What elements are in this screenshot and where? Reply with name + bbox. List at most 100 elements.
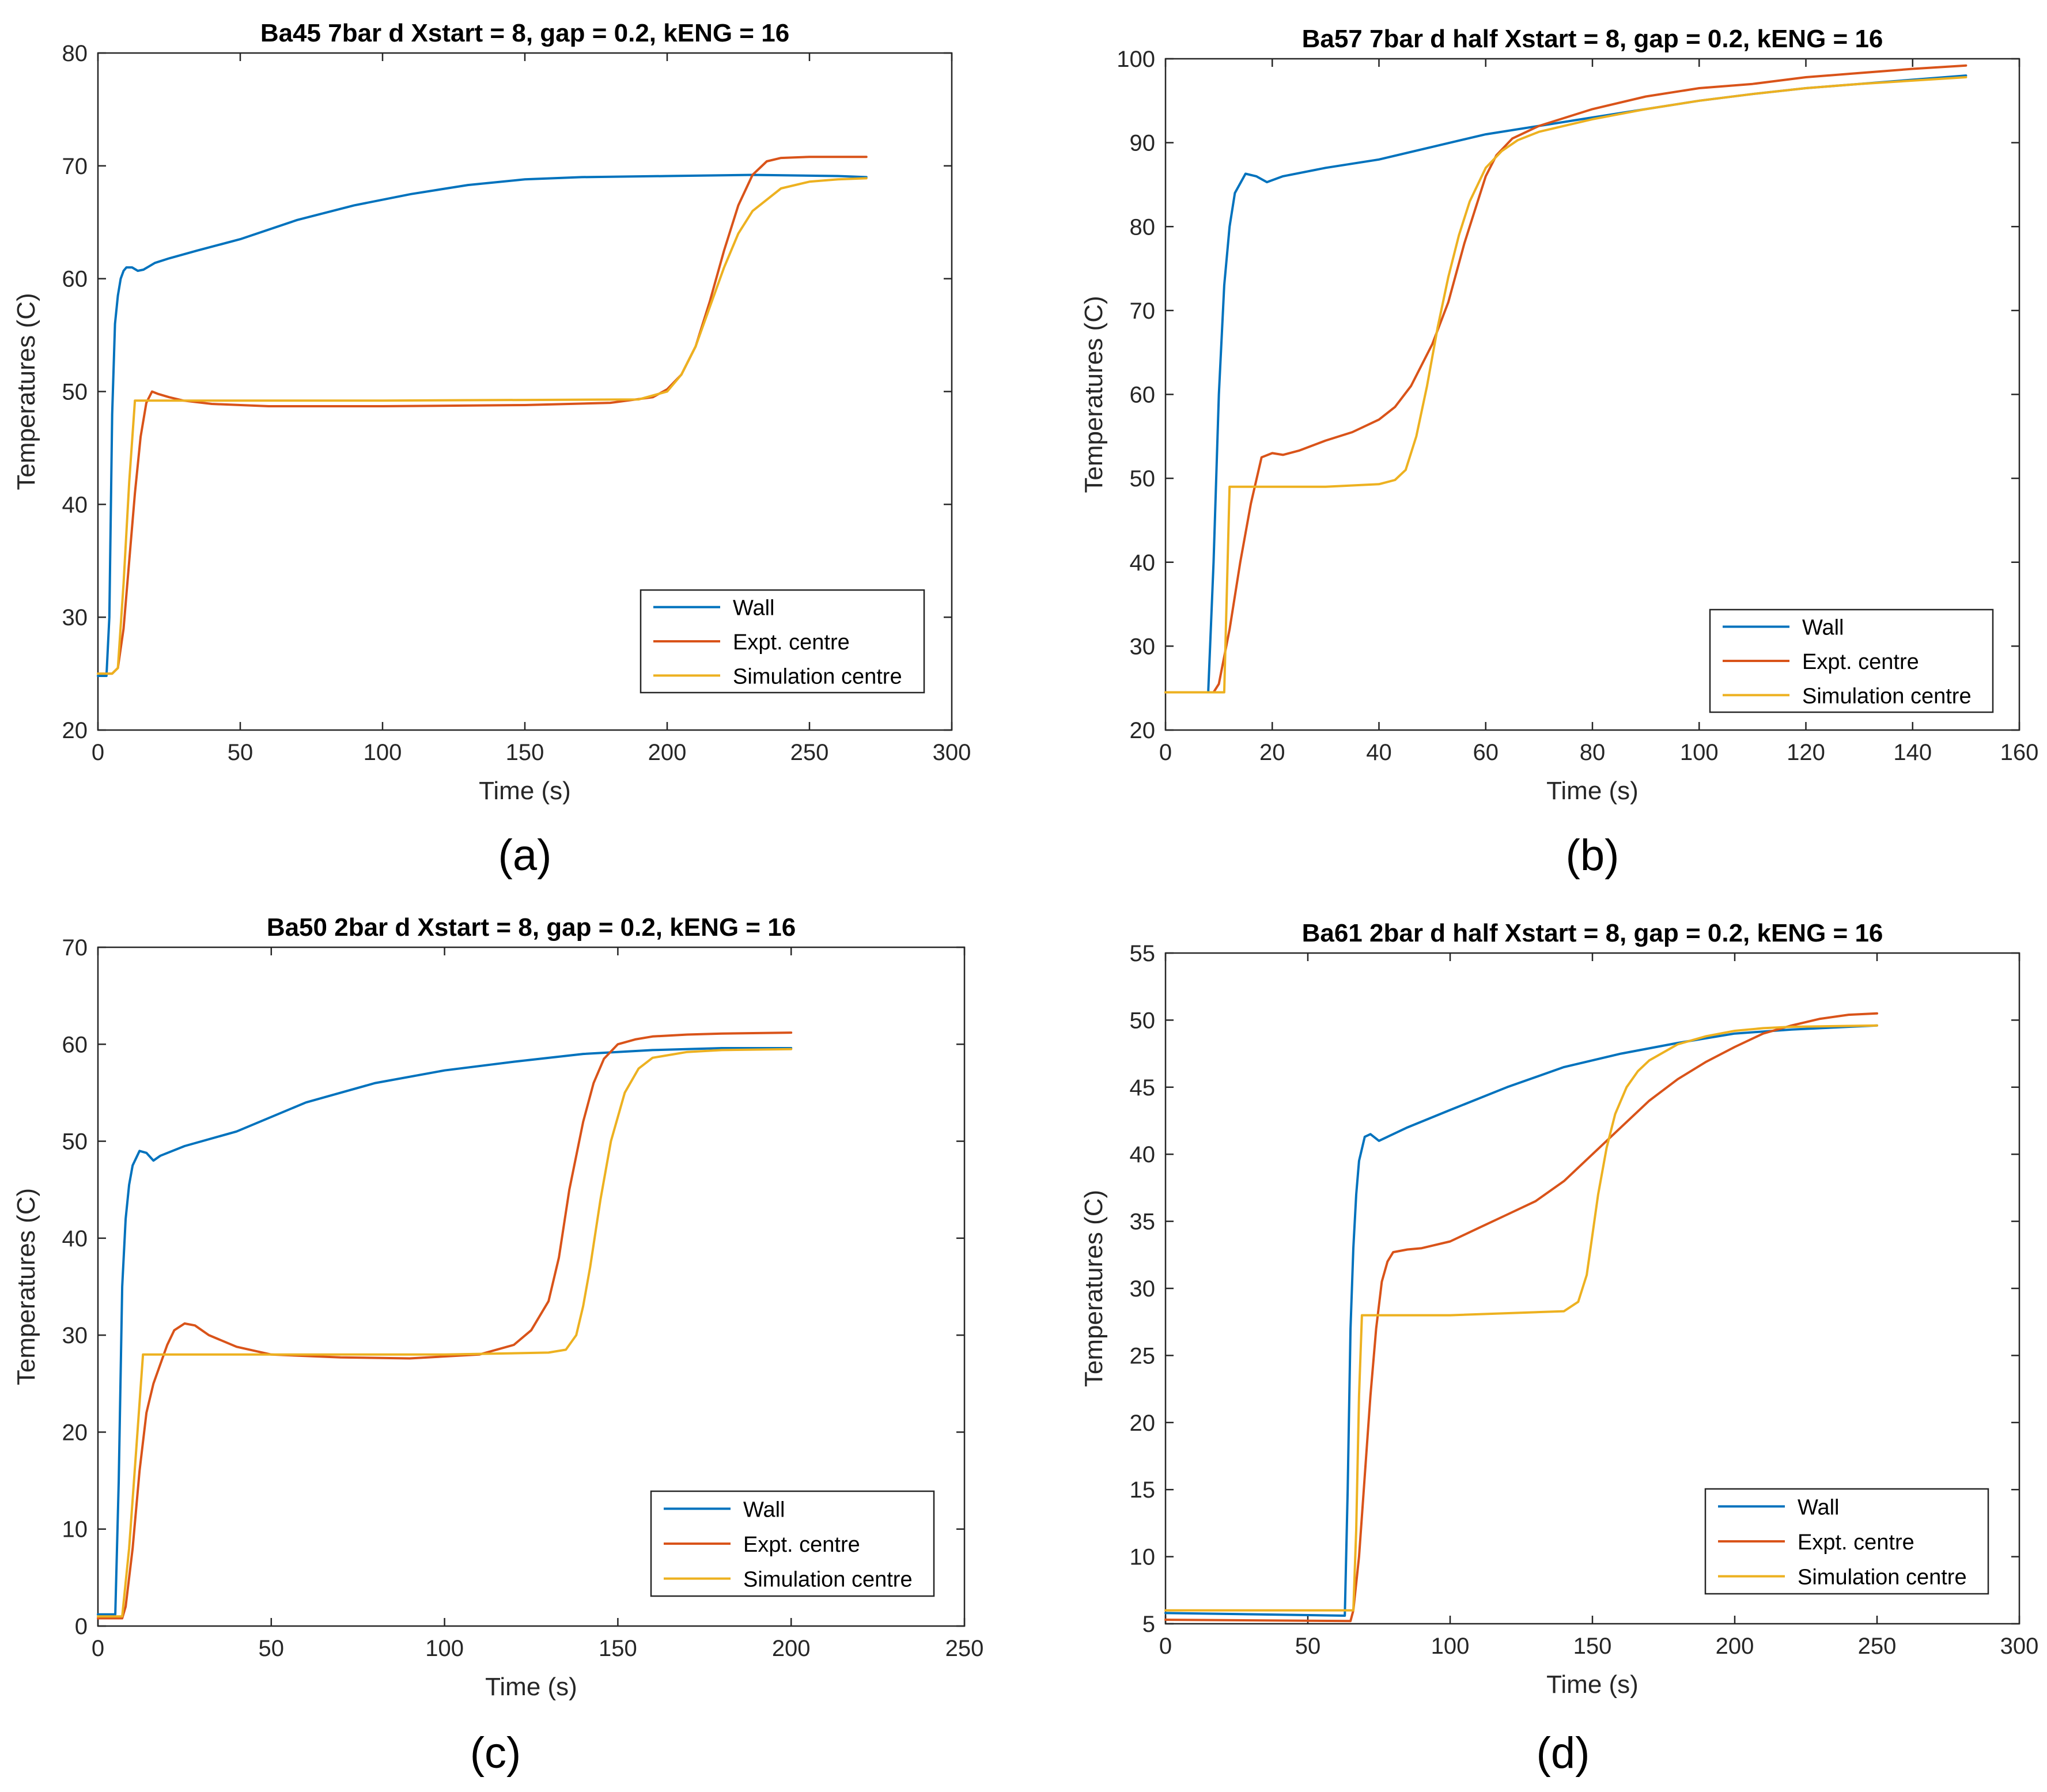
panel-label: (a) <box>498 831 552 880</box>
x-axis-label: Time (s) <box>479 777 571 805</box>
x-tick-label: 150 <box>599 1636 637 1661</box>
y-tick-label: 30 <box>62 605 88 630</box>
y-tick-label: 20 <box>1130 718 1156 743</box>
series-line-3 <box>1164 76 1967 694</box>
x-tick-label: 250 <box>790 740 829 765</box>
y-tick-label: 60 <box>1130 383 1156 408</box>
x-tick-label: 20 <box>1259 740 1285 765</box>
legend: Wall Expt. centre Simulation centre <box>1709 608 1994 713</box>
x-tick-label: 140 <box>1893 740 1932 765</box>
legend-label: Expt. centre <box>1802 650 1919 674</box>
legend-label: Wall <box>1798 1495 1839 1519</box>
x-tick-label: 300 <box>2000 1634 2039 1659</box>
series-line-2 <box>97 156 868 675</box>
y-tick-label: 90 <box>1130 131 1156 156</box>
x-tick-label: 150 <box>506 740 544 765</box>
y-axis-label: Temperatures (C) <box>1080 296 1108 493</box>
series-line-1 <box>97 1047 793 1616</box>
legend-label: Expt. centre <box>733 630 850 655</box>
chart-panel-3: 0 50 100 150 200 250 0 10 20 30 40 50 60 70 Ba50 2bar … <box>12 913 983 1778</box>
y-axis-label: Temperatures (C) <box>1080 1190 1108 1387</box>
x-tick-label: 200 <box>772 1636 811 1661</box>
legend: Wall Expt. centre Simulation centre <box>650 1490 935 1597</box>
y-tick-label: 80 <box>62 41 88 66</box>
chart-panel-1: 0 50 100 150 200 250 300 20 30 40 50 60 70 80 Ba45 7ba… <box>12 19 971 880</box>
y-tick-label: 40 <box>1130 550 1156 576</box>
y-axis-label: Temperatures (C) <box>12 1188 40 1385</box>
legend-label: Simulation centre <box>743 1568 913 1592</box>
panel-label: (c) <box>470 1729 521 1778</box>
y-tick-label: 45 <box>1130 1075 1156 1101</box>
x-tick-label: 40 <box>1366 740 1392 765</box>
series-line-1 <box>97 173 868 677</box>
x-tick-label: 160 <box>2000 740 2039 765</box>
chart-panel-2: 0 20 40 60 80 100 120 140 1602030405060708090100… <box>1080 25 2038 880</box>
y-tick-label: 100 <box>1117 47 1155 72</box>
x-axis-label: Time (s) <box>1546 777 1639 805</box>
x-tick-label: 100 <box>364 740 402 765</box>
legend: Wall Expt. centre Simulation centre <box>640 589 925 694</box>
x-tick-label: 250 <box>1858 1634 1897 1659</box>
series-line-2 <box>1164 1012 1878 1623</box>
y-tick-label: 55 <box>1130 941 1156 966</box>
y-tick-label: 40 <box>1130 1142 1156 1167</box>
legend-label: Wall <box>743 1498 785 1522</box>
y-tick-label: 60 <box>62 1032 88 1057</box>
x-tick-label: 50 <box>228 740 253 765</box>
legend-label: Wall <box>733 596 774 621</box>
series-line-1 <box>1164 1024 1878 1617</box>
y-tick-label: 70 <box>1130 298 1156 324</box>
panel-label: (b) <box>1566 831 1620 880</box>
chart-title: Ba50 2bar d Xstart = 8, gap = 0.2, kENG … <box>267 913 796 942</box>
y-axis-label: Temperatures (C) <box>12 293 40 490</box>
y-tick-label: 80 <box>1130 214 1156 240</box>
x-tick-label: 150 <box>1573 1634 1612 1659</box>
x-tick-label: 50 <box>1295 1634 1321 1659</box>
y-tick-label: 70 <box>62 154 88 179</box>
y-tick-label: 70 <box>62 935 88 961</box>
legend-label: Simulation centre <box>1798 1566 1967 1590</box>
chart-title: Ba61 2bar d half Xstart = 8, gap = 0.2, … <box>1302 919 1883 947</box>
x-tick-label: 0 <box>92 740 104 765</box>
y-tick-label: 30 <box>1130 1276 1156 1302</box>
legend-label: Wall <box>1802 616 1844 640</box>
y-tick-label: 0 <box>75 1614 88 1639</box>
x-tick-label: 100 <box>425 1636 464 1661</box>
legend-label: Expt. centre <box>1798 1530 1914 1555</box>
x-tick-label: 250 <box>945 1636 984 1661</box>
x-tick-label: 100 <box>1431 1634 1470 1659</box>
chart-panel-4: 0 50 100 150 200 250 300 5 10 15 20 25 30 35 40 45 50 55 B… <box>1080 919 2038 1778</box>
x-tick-label: 0 <box>1159 740 1172 765</box>
y-tick-label: 30 <box>62 1323 88 1348</box>
y-tick-label: 60 <box>62 267 88 292</box>
y-tick-label: 25 <box>1130 1343 1156 1368</box>
x-tick-label: 0 <box>1159 1634 1172 1659</box>
series-line-3 <box>97 177 868 675</box>
y-tick-label: 50 <box>1130 1008 1156 1033</box>
x-tick-label: 100 <box>1680 740 1719 765</box>
y-tick-label: 10 <box>1130 1545 1156 1570</box>
x-tick-label: 200 <box>648 740 687 765</box>
legend-label: Simulation centre <box>733 664 902 689</box>
series-line-2 <box>1164 64 1967 694</box>
y-tick-label: 50 <box>62 380 88 405</box>
legend-label: Expt. centre <box>743 1533 860 1557</box>
y-tick-label: 5 <box>1142 1612 1155 1637</box>
y-tick-label: 50 <box>1130 466 1156 492</box>
y-tick-label: 40 <box>62 492 88 517</box>
legend: Wall Expt. centre Simulation centre <box>1704 1488 1989 1595</box>
chart-title: Ba57 7bar d half Xstart = 8, gap = 0.2, … <box>1302 25 1883 53</box>
x-tick-label: 50 <box>259 1636 285 1661</box>
y-tick-label: 10 <box>62 1517 88 1543</box>
x-tick-label: 300 <box>933 740 971 765</box>
x-tick-label: 80 <box>1580 740 1606 765</box>
legend-label: Simulation centre <box>1802 684 1972 708</box>
y-tick-label: 20 <box>62 718 88 743</box>
y-tick-label: 20 <box>1130 1411 1156 1436</box>
series-line-2 <box>97 1031 793 1620</box>
y-tick-label: 35 <box>1130 1209 1156 1235</box>
x-axis-label: Time (s) <box>485 1673 577 1701</box>
series-line-3 <box>1164 1024 1878 1612</box>
